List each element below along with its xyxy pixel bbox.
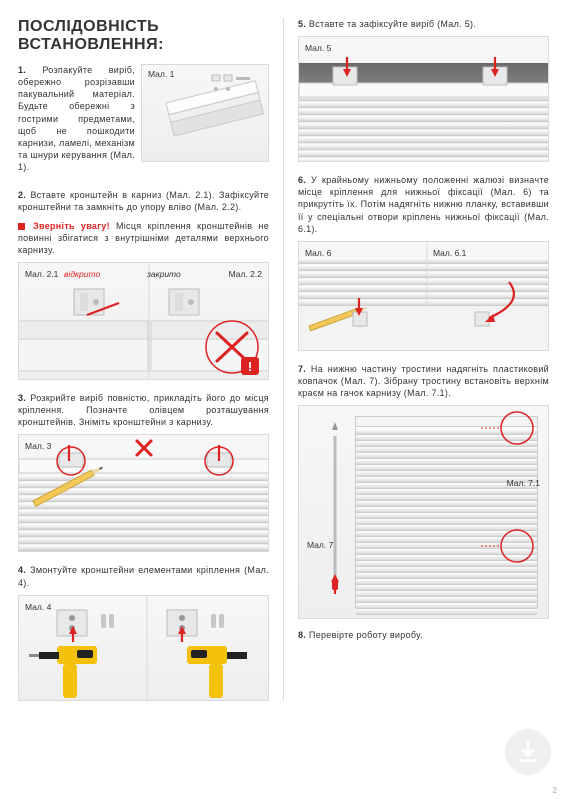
figure-4-label: Мал. 4 <box>25 602 51 612</box>
svg-text:!: ! <box>248 359 252 374</box>
step-1-text: 1. Розпакуйте виріб, обережно розрізавши… <box>18 64 135 173</box>
page-number: 2 <box>553 786 557 795</box>
section-heading: ПОСЛІДОВНІСТЬ ВСТАНОВЛЕННЯ: <box>18 18 269 54</box>
step-6-num: 6. <box>298 175 306 185</box>
right-column: 5. Вставте та зафіксуйте виріб (Мал. 5).… <box>298 18 549 701</box>
figure-3: Мал. 3 <box>18 434 269 552</box>
figure-4: Мал. 4 <box>18 595 269 701</box>
step-7-num: 7. <box>298 364 306 374</box>
step-2-text: 2. Вставте кронштейн в карниз (Мал. 2.1)… <box>18 189 269 213</box>
figure-7-1-label: Мал. 7.1 <box>507 478 540 488</box>
figure-2: Мал. 2.1 Мал. 2.2 відкрито закрито <box>18 262 269 380</box>
step-2-num: 2. <box>18 190 26 200</box>
figure-5-label: Мал. 5 <box>305 43 331 53</box>
step-5-text: 5. Вставте та зафіксуйте виріб (Мал. 5). <box>298 18 549 30</box>
step-8-num: 8. <box>298 630 306 640</box>
closed-label: закрито <box>147 269 181 279</box>
figure-2-1-label: Мал. 2.1 <box>25 269 58 279</box>
warning-label: Зверніть увагу! <box>33 221 110 231</box>
figure-5: Мал. 5 <box>298 36 549 162</box>
step-2-body: Вставте кронштейн в карниз (Мал. 2.1). З… <box>18 190 269 212</box>
figure-1: Мал. 1 <box>141 64 269 162</box>
figure-1-svg <box>142 65 269 162</box>
step-7-body: На нижню частину тростини надягніть плас… <box>298 364 549 398</box>
step-3-body: Розкрийте виріб повністю, прикладіть йог… <box>18 393 269 427</box>
figure-6-1-label: Мал. 6.1 <box>433 248 466 258</box>
step-2-warning: Зверніть увагу! Місця кріплення кронштей… <box>18 220 269 256</box>
warning-icon <box>18 223 25 230</box>
figure-7-label: Мал. 7 <box>307 540 333 550</box>
step-3-text: 3. Розкрийте виріб повністю, прикладіть … <box>18 392 269 428</box>
step-5-body: Вставте та зафіксуйте виріб (Мал. 5). <box>309 19 476 29</box>
figure-3-label: Мал. 3 <box>25 441 51 451</box>
step-4-body: Змонтуйте кронштейни елементами кріпленн… <box>18 565 269 587</box>
step-3-num: 3. <box>18 393 26 403</box>
step-5-num: 5. <box>298 19 306 29</box>
step-4-num: 4. <box>18 565 26 575</box>
figure-7: Мал. 7 Мал. 7.1 <box>298 405 549 619</box>
column-divider <box>283 18 284 701</box>
figure-2-svg: ! <box>19 263 268 380</box>
figure-6-svg <box>299 242 548 351</box>
figure-2-2-label: Мал. 2.2 <box>229 269 262 279</box>
figure-7-svg <box>299 406 548 619</box>
step-1: 1. Розпакуйте виріб, обережно розрізавши… <box>18 64 269 179</box>
step-6-body: У крайньому нижньому положенні жалюзі ви… <box>298 175 549 234</box>
figure-1-label: Мал. 1 <box>148 69 174 79</box>
download-icon <box>505 729 551 775</box>
step-8-body: Перевірте роботу виробу. <box>309 630 423 640</box>
left-column: ПОСЛІДОВНІСТЬ ВСТАНОВЛЕННЯ: 1. Розпакуйт… <box>18 18 269 701</box>
figure-4-svg <box>19 596 268 701</box>
step-8-text: 8. Перевірте роботу виробу. <box>298 629 549 641</box>
step-1-body: Розпакуйте виріб, обережно розрізавши па… <box>18 65 135 172</box>
step-7-text: 7. На нижню частину тростини надягніть п… <box>298 363 549 399</box>
figure-6: Мал. 6 Мал. 6.1 <box>298 241 549 351</box>
step-4-text: 4. Змонтуйте кронштейни елементами кріпл… <box>18 564 269 588</box>
step-6-text: 6. У крайньому нижньому положенні жалюзі… <box>298 174 549 235</box>
figure-3-svg <box>19 435 268 552</box>
figure-6-label: Мал. 6 <box>305 248 331 258</box>
open-label: відкрито <box>64 269 100 279</box>
step-1-num: 1. <box>18 65 26 75</box>
figure-5-svg <box>299 37 548 162</box>
